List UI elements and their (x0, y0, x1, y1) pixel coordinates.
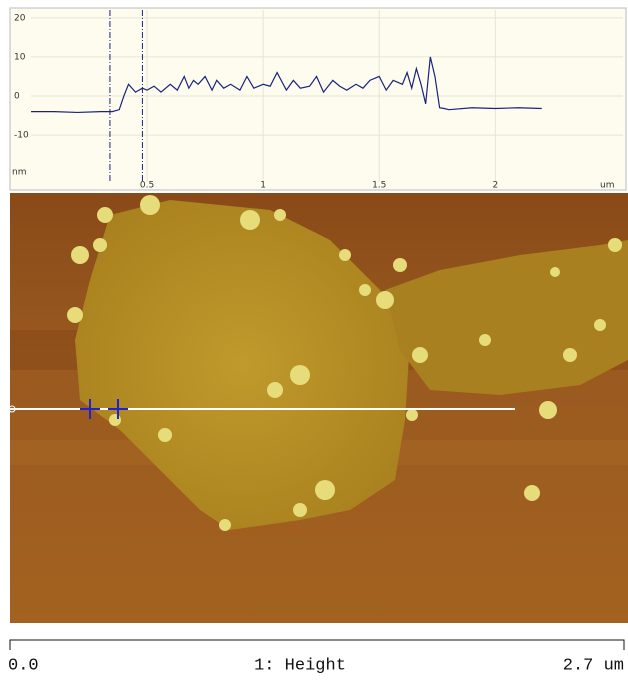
plot: -10 0 10 20 0.5 1 1.5 2 nm um (12, 10, 623, 191)
scale-label: 1: Height (254, 656, 346, 675)
x-tick-label: 1.5 (372, 181, 386, 191)
profile-start (8, 405, 16, 413)
afm-image (8, 193, 628, 623)
x-tick-label: 0.5 (140, 181, 154, 191)
y-tick-label: 10 (14, 52, 26, 62)
y-tick-label: 0 (14, 92, 20, 102)
y-axis-label: nm (12, 168, 26, 178)
scale-bar (9, 639, 625, 650)
x-axis-label: um (600, 181, 614, 191)
scale-end: 2.7 um (563, 656, 624, 675)
cursor-cross (80, 399, 128, 419)
scale-start: 0.0 (8, 656, 39, 675)
y-tick-label: 20 (14, 13, 26, 23)
x-tick-label: 2 (492, 181, 498, 191)
x-tick-label: 1 (260, 181, 266, 191)
flake (75, 200, 410, 530)
y-tick-label: -10 (14, 131, 29, 141)
chart-frame (9, 7, 627, 191)
particles (67, 195, 622, 531)
profile-line (31, 56, 542, 114)
